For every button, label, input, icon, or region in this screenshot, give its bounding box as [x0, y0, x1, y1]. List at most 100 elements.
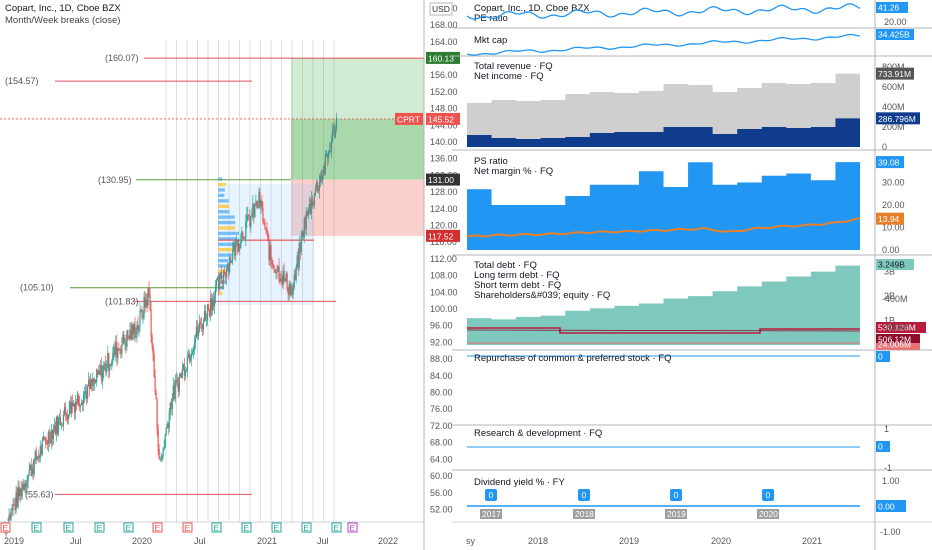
volume-profile-bar	[218, 204, 229, 208]
volume-profile-bar	[218, 215, 235, 219]
candle-body	[54, 425, 56, 435]
dividend-marker-value: 0	[582, 490, 587, 500]
candle-body	[183, 364, 185, 376]
earnings-marker-bg	[301, 522, 312, 533]
candle-body	[153, 354, 155, 377]
candle-body	[331, 130, 334, 141]
candle-body	[219, 273, 221, 289]
candle-body	[26, 481, 28, 488]
candle-body	[204, 310, 207, 321]
candle-body	[257, 207, 259, 209]
candle-body	[289, 284, 291, 295]
candle-body	[176, 379, 178, 383]
candle-body	[235, 240, 237, 256]
volume-profile-bar	[218, 280, 226, 284]
candle-body	[33, 458, 35, 475]
dividend-year: 2019	[667, 509, 686, 519]
volume-profile-bar	[218, 231, 239, 236]
candle-body	[236, 240, 238, 242]
candle-body	[264, 222, 266, 228]
panel-label: Total debt · FQ	[474, 260, 537, 271]
ticker-tag: CPRT	[397, 114, 420, 124]
y-tick-label: 116.00	[430, 237, 457, 247]
candle-body	[79, 405, 82, 407]
candle-body	[146, 299, 148, 306]
candle-body	[163, 447, 165, 449]
candle-body	[94, 379, 96, 384]
candle-body	[122, 334, 124, 345]
candle-body	[85, 391, 87, 392]
candle-body	[34, 451, 36, 459]
candle-body	[195, 326, 198, 339]
candle-body	[184, 370, 186, 376]
candle-body	[138, 325, 140, 330]
x-tick-label: 2021	[257, 536, 277, 546]
dividend-year: 2017	[482, 509, 501, 519]
candle-body	[30, 464, 32, 476]
candle-body	[205, 320, 208, 322]
candle-body	[290, 285, 292, 295]
last-value-tag: 0	[878, 442, 883, 452]
y-tick-label: -400M	[882, 294, 908, 304]
candle-body	[14, 504, 16, 511]
candle-body	[86, 391, 88, 399]
y-tick-label: 120.00	[430, 221, 458, 231]
last-value-tag-bg	[876, 112, 920, 125]
candle-body	[246, 215, 248, 223]
candle-body	[242, 231, 244, 238]
candle-body	[135, 335, 137, 338]
candle-body	[201, 324, 204, 330]
candle-body	[194, 338, 197, 344]
candle-body	[36, 458, 38, 461]
candle-body	[270, 245, 272, 261]
last-value-tag: 41.26	[878, 3, 900, 13]
candle-body	[143, 297, 145, 318]
pe-ratio-line	[466, 3, 861, 20]
candle-body	[144, 297, 146, 308]
level-label: (105.10)	[20, 283, 54, 293]
candle-body	[48, 432, 50, 440]
candle-body	[45, 440, 47, 444]
y-tick-label: 156.00	[430, 70, 458, 80]
candle-body	[272, 263, 274, 266]
y-tick-label: -1.00	[880, 527, 901, 537]
candle-body	[142, 317, 144, 319]
y-tick-label: 600M	[882, 82, 905, 92]
candle-body	[20, 488, 22, 497]
candle-body	[25, 483, 27, 488]
earnings-marker-bg	[271, 522, 282, 533]
candle-body	[279, 280, 281, 282]
candle-body	[220, 272, 222, 274]
dividend-year-bg	[757, 509, 779, 519]
candle-body	[83, 391, 86, 395]
candle-body	[297, 255, 299, 268]
candle-body	[43, 436, 45, 439]
candle-body	[19, 488, 21, 496]
candle-body	[88, 380, 90, 387]
panel-label: Research & development · FQ	[474, 428, 602, 439]
candle-body	[23, 484, 25, 491]
y-tick-label: 80.00	[430, 388, 453, 398]
y-tick-label: 100.00	[430, 304, 458, 314]
candle-body	[95, 379, 97, 383]
y-tick-label: 0	[882, 142, 887, 152]
last-value-tag-bg	[876, 500, 906, 512]
candle-body	[119, 349, 121, 351]
candle-body	[238, 243, 240, 252]
candle-body	[302, 231, 304, 238]
volume-profile-bar	[218, 242, 235, 246]
candle-body	[318, 182, 320, 191]
candle-body	[129, 329, 131, 340]
last-value-tag: 0.00	[878, 502, 895, 512]
candle-body	[162, 448, 164, 455]
candle-body	[179, 373, 181, 377]
long-term-debt-line	[466, 329, 861, 332]
candle-body	[222, 280, 224, 283]
candle-body	[277, 266, 279, 272]
candle-body	[60, 425, 63, 426]
last-value-tag: 3.249B	[878, 260, 905, 270]
candle-body	[309, 204, 311, 214]
volume-profile-bar	[218, 248, 236, 252]
candle-body	[100, 365, 102, 375]
